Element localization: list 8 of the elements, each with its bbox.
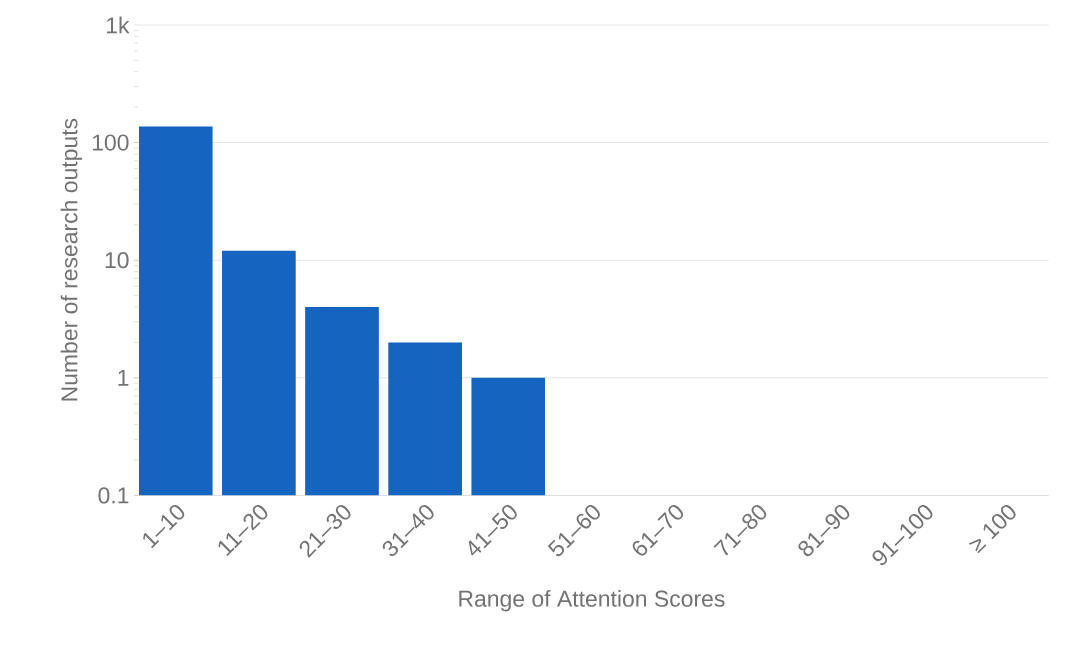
x-tick-label: ≥ 100 bbox=[968, 505, 1016, 554]
y-tick-label: 0.1 bbox=[98, 487, 129, 504]
y-axis-title: Number of research outputs bbox=[60, 118, 83, 401]
y-tick-label: 10 bbox=[105, 252, 129, 269]
y-tick-label: 1 bbox=[118, 369, 129, 386]
y-tick-label: 100 bbox=[92, 134, 129, 151]
x-axis-title: Range of Attention Scores bbox=[459, 590, 725, 612]
y-tick-label: 1k bbox=[106, 16, 130, 34]
